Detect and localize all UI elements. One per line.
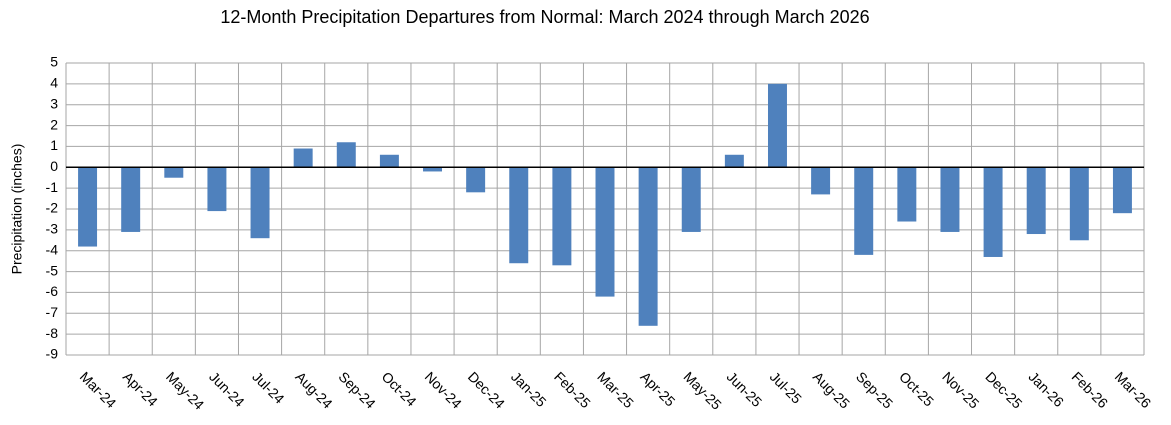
bar (78, 167, 98, 247)
y-tick-label: -7 (46, 304, 59, 320)
bar (423, 167, 443, 172)
bar (724, 154, 744, 168)
x-tick-label: Jan-25 (508, 368, 550, 410)
y-tick-label: -8 (46, 325, 59, 341)
bar (509, 167, 529, 264)
bar (552, 167, 572, 266)
x-tick-label: Apr-24 (120, 368, 161, 409)
x-tick-label: Feb-25 (551, 368, 594, 411)
bar (250, 167, 270, 239)
x-tick-label: Apr-25 (637, 368, 678, 409)
y-tick-label: -2 (46, 200, 59, 216)
bar (897, 167, 917, 222)
y-axis-label: Precipitation (inches) (9, 144, 25, 275)
bar (466, 167, 486, 193)
x-tick-label: Nov-24 (422, 368, 465, 411)
x-tick-label: Sep-25 (853, 368, 896, 411)
y-tick-label: -4 (46, 241, 59, 257)
y-tick-label: -3 (46, 221, 59, 237)
y-tick-label: 0 (50, 158, 58, 174)
x-tick-label: May-24 (163, 368, 207, 412)
x-tick-label: Jul-25 (767, 368, 805, 406)
bar (638, 167, 658, 326)
bar (1112, 167, 1132, 214)
y-tick-label: 1 (50, 137, 58, 153)
y-tick-label: 4 (50, 75, 58, 91)
bar (983, 167, 1003, 257)
y-tick-label: 5 (50, 54, 58, 70)
x-tick-label: Dec-25 (982, 368, 1025, 411)
x-tick-label: May-25 (681, 368, 725, 412)
bar (681, 167, 701, 232)
bar (336, 142, 356, 168)
bar (293, 148, 313, 168)
x-tick-label: Mar-26 (1112, 368, 1155, 411)
x-tick-label: Oct-24 (379, 368, 420, 409)
bar (121, 167, 141, 232)
bar (767, 83, 787, 168)
x-tick-label: Sep-24 (336, 368, 379, 411)
chart-title: 12-Month Precipitation Departures from N… (220, 7, 869, 27)
x-tick-label: Jun-24 (206, 368, 248, 410)
bar (1026, 167, 1046, 235)
bar (379, 154, 399, 168)
x-tick-label: Aug-24 (292, 368, 335, 411)
y-tick-label: 2 (50, 116, 58, 132)
bar (164, 167, 184, 178)
x-tick-label: Jan-26 (1025, 368, 1067, 410)
bar (207, 167, 227, 212)
x-tick-label: Aug-25 (810, 368, 853, 411)
x-tick-label: Jun-25 (724, 368, 766, 410)
bar (595, 167, 615, 297)
y-tick-label: -5 (46, 262, 59, 278)
bar (811, 167, 831, 195)
y-tick-label: -6 (46, 283, 59, 299)
x-tick-label: Nov-25 (939, 368, 982, 411)
y-tick-label: -1 (46, 179, 59, 195)
bar (1069, 167, 1089, 241)
x-tick-label: Jul-24 (249, 368, 287, 406)
x-tick-label: Mar-24 (77, 368, 120, 411)
x-tick-label: Feb-26 (1069, 368, 1112, 411)
bar (940, 167, 960, 232)
x-tick-label: Mar-25 (594, 368, 637, 411)
y-tick-label: 3 (50, 95, 58, 111)
x-tick-label: Oct-25 (896, 368, 937, 409)
x-tick-label: Dec-24 (465, 368, 508, 411)
bar (854, 167, 874, 255)
y-tick-label: -9 (46, 346, 59, 362)
